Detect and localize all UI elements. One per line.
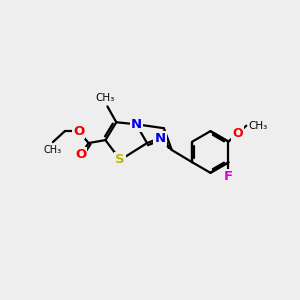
Text: N: N [154,132,166,145]
Text: CH₃: CH₃ [96,93,115,103]
Text: CH₃: CH₃ [248,121,268,131]
Text: O: O [232,127,243,140]
Text: O: O [75,148,86,161]
Text: CH₃: CH₃ [44,145,62,155]
Text: N: N [130,118,142,131]
Text: F: F [224,170,233,183]
Text: O: O [73,125,84,138]
Text: S: S [116,153,125,167]
